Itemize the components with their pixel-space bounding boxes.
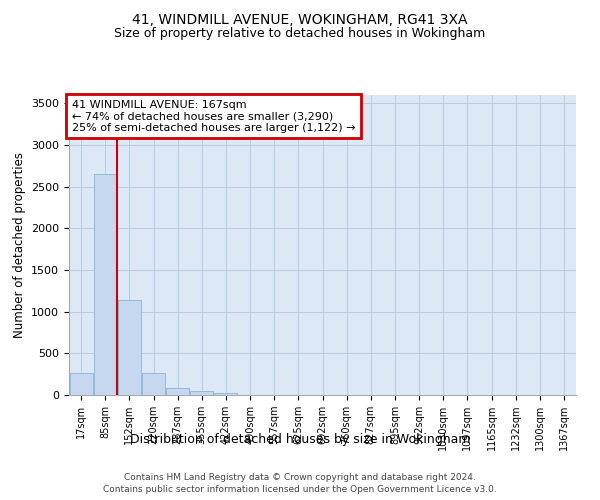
Bar (118, 300, 141, 395)
Text: 41, WINDMILL AVENUE, WOKINGHAM, RG41 3XA: 41, WINDMILL AVENUE, WOKINGHAM, RG41 3XA (132, 12, 468, 26)
Bar (190, 391, 213, 395)
Bar (166, 388, 189, 395)
Bar (94, 174, 116, 395)
Bar (142, 372, 165, 395)
Bar (214, 394, 238, 395)
Text: Contains HM Land Registry data © Crown copyright and database right 2024.: Contains HM Land Registry data © Crown c… (124, 472, 476, 482)
Text: 41 WINDMILL AVENUE: 167sqm
← 74% of detached houses are smaller (3,290)
25% of s: 41 WINDMILL AVENUE: 167sqm ← 74% of deta… (71, 100, 355, 132)
Text: Distribution of detached houses by size in Wokingham: Distribution of detached houses by size … (130, 432, 470, 446)
Text: Size of property relative to detached houses in Wokingham: Size of property relative to detached ho… (115, 28, 485, 40)
Bar (70, 372, 92, 395)
Text: Contains public sector information licensed under the Open Government Licence v3: Contains public sector information licen… (103, 485, 497, 494)
Y-axis label: Number of detached properties: Number of detached properties (13, 152, 26, 338)
